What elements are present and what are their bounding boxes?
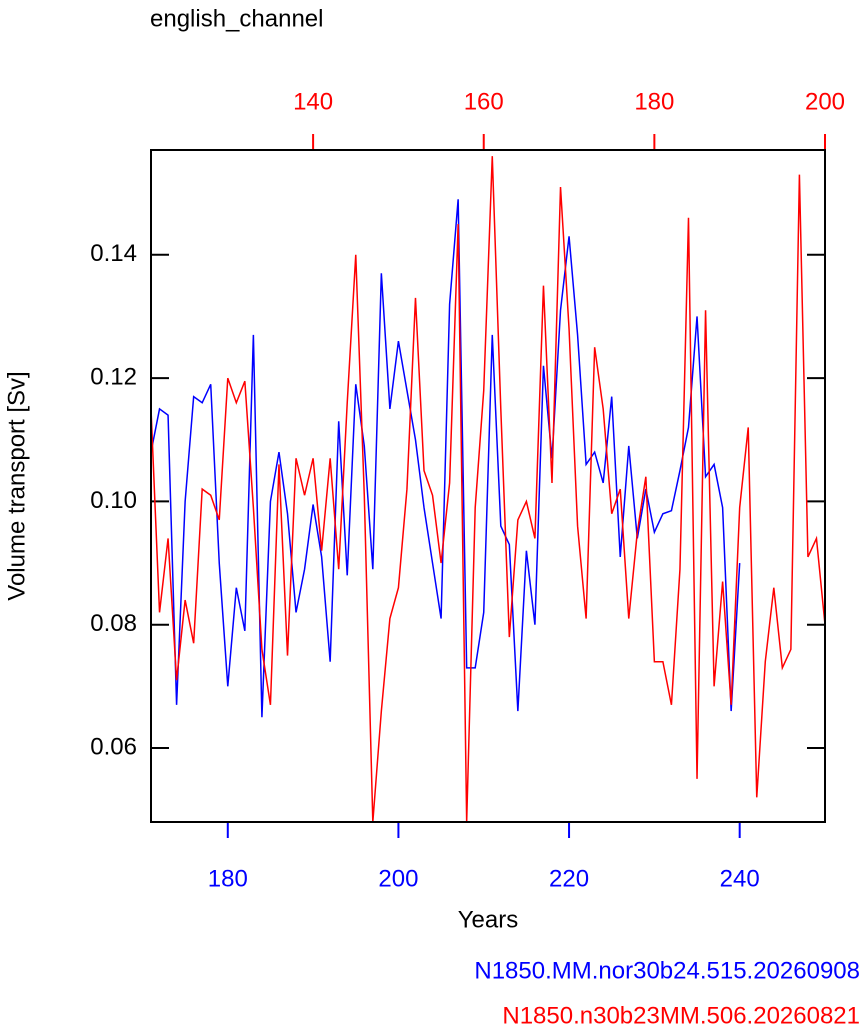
series-line	[150, 156, 826, 823]
y-tick-label: 0.10	[90, 487, 137, 514]
y-axis-label: Volume transport [Sv]	[3, 371, 30, 600]
x-tick-label: 240	[720, 865, 760, 892]
y-tick-label: 0.08	[90, 610, 137, 637]
x2-tick-label: 200	[805, 88, 845, 115]
x-tick-label: 200	[378, 865, 418, 892]
series-line	[150, 199, 741, 718]
x2-tick-label: 140	[293, 88, 333, 115]
x-tick-label: 180	[208, 865, 248, 892]
y-tick-label: 0.12	[90, 363, 137, 390]
y-tick-label: 0.14	[90, 240, 137, 267]
plot-frame	[150, 149, 826, 823]
legend-entry: N1850.MM.nor30b24.515.20260908	[474, 957, 860, 984]
y-tick-label: 0.06	[90, 733, 137, 760]
legend-entry: N1850.n30b23MM.506.20260821	[502, 1002, 860, 1029]
x2-tick-label: 160	[464, 88, 504, 115]
chart-title: english_channel	[150, 5, 323, 32]
x-tick-label: 220	[549, 865, 589, 892]
x2-tick-label: 180	[634, 88, 674, 115]
x-axis-label: Years	[458, 906, 519, 933]
